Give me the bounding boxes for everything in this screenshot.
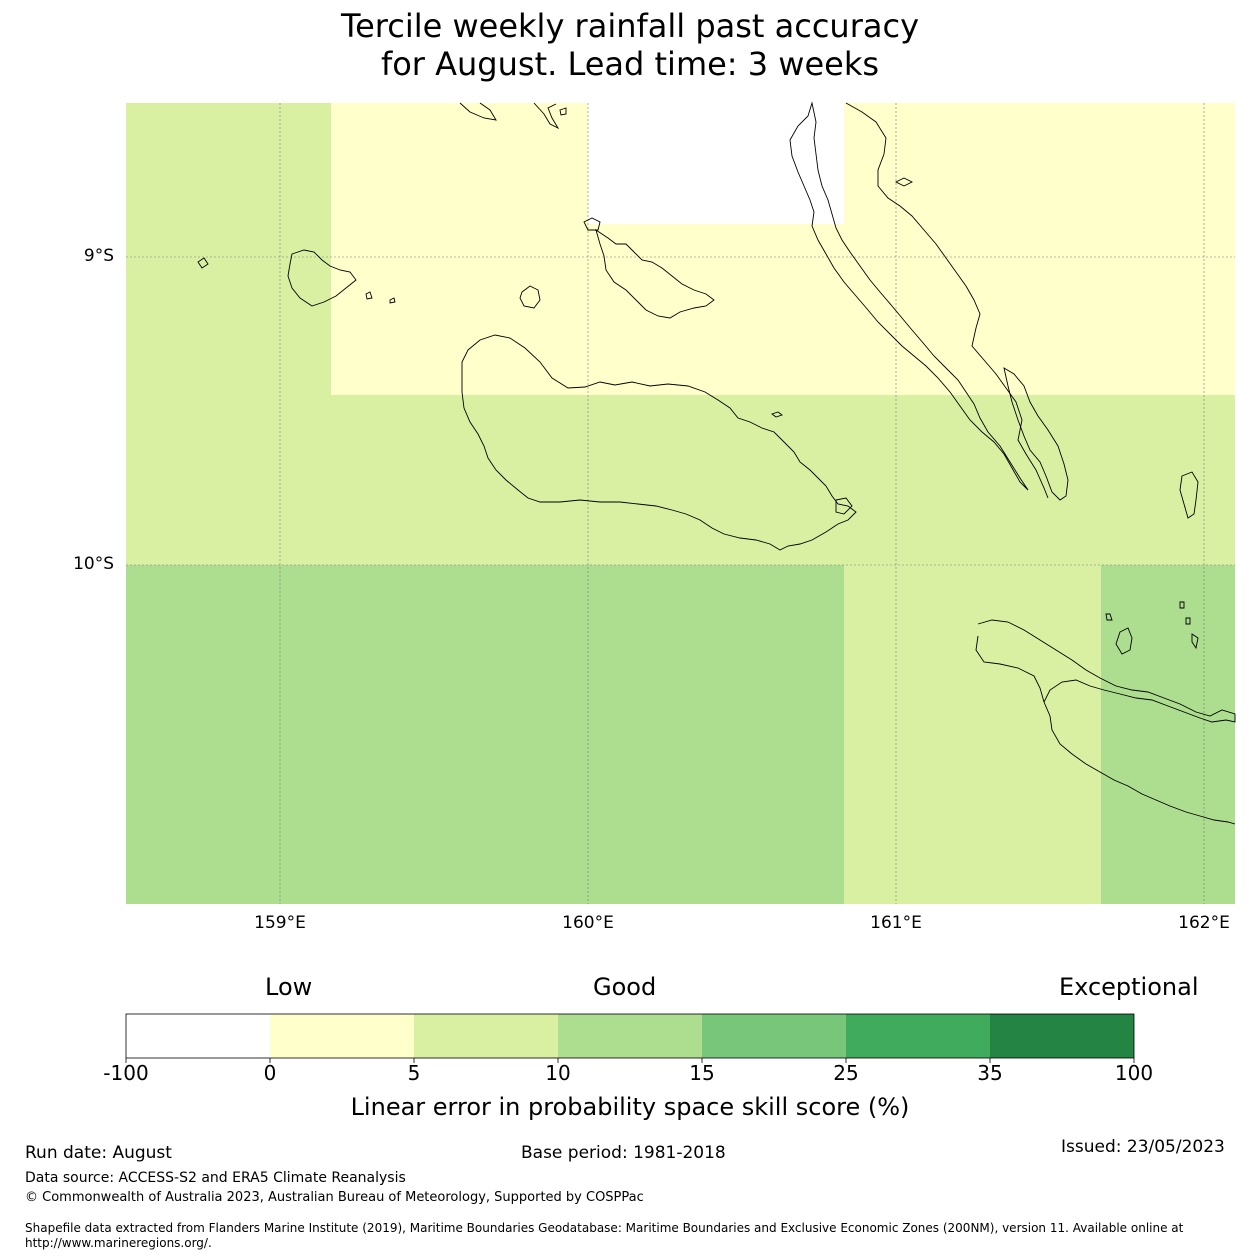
colorbar-frame: [125, 1013, 1135, 1059]
colorbar-word-exceptional: Exceptional: [1059, 973, 1199, 1001]
grid-cell: [126, 395, 1235, 565]
grid-cell: [844, 103, 1235, 395]
colorbar-tick-label: -100: [103, 1061, 149, 1085]
grid-cell: [588, 103, 844, 224]
islet-coastline: [1185, 617, 1191, 625]
islet-coastline: [1191, 633, 1199, 650]
map-title-line1: Tercile weekly rainfall past accuracy: [340, 7, 919, 45]
new-georgia-coastline: [459, 102, 497, 121]
islet-coastline: [389, 297, 396, 304]
colorbar-tick-label: 35: [977, 1061, 1003, 1085]
shapefile-credit-line2: http://www.marineregions.org/.: [25, 1236, 212, 1250]
copyright-notice: © Commonwealth of Australia 2023, Austra…: [25, 1190, 644, 1205]
colorbar-tick-label: 25: [833, 1061, 859, 1085]
islet-coastline: [197, 257, 209, 269]
skill-grid: [126, 103, 1235, 904]
colorbar-segment: [846, 1014, 990, 1058]
shapefile-credit-line1: Shapefile data extracted from Flanders M…: [25, 1221, 1184, 1235]
makira-coastline: [975, 619, 1236, 825]
grid-cell: [588, 224, 844, 395]
lon-label-162e: 162°E: [1178, 913, 1230, 933]
lon-label-160e: 160°E: [562, 913, 614, 933]
colorbar-word-low: Low: [265, 973, 313, 1001]
islet-coastline: [1115, 627, 1133, 655]
run-date: Run date: August: [25, 1143, 172, 1163]
savo-island-coastline: [519, 285, 541, 309]
islet-coastline: [1179, 601, 1185, 609]
guadalcanal-coastline: [461, 334, 857, 551]
colorbar-segment: [414, 1014, 558, 1058]
graticule: [126, 103, 1235, 904]
malaita-coastline: [789, 101, 1029, 491]
islet-coastline: [583, 217, 601, 231]
lon-label-161e: 161°E: [870, 913, 922, 933]
colorbar-segment: [990, 1014, 1134, 1058]
map-title-line2: for August. Lead time: 3 weeks: [380, 45, 880, 83]
colorbar-tick-label: 15: [689, 1061, 715, 1085]
colorbar-segment: [270, 1014, 414, 1058]
colorbar-segment: [702, 1014, 846, 1058]
lat-label-10s: 10°S: [73, 554, 114, 574]
florida-islands-coastline: [595, 228, 715, 319]
colorbar-tick-marks: [125, 1058, 1135, 1063]
colorbar-tick-label: 10: [545, 1061, 571, 1085]
grid-cell: [1101, 565, 1235, 904]
new-georgia-coastline: [533, 102, 560, 130]
grid-cell: [126, 565, 844, 904]
islet-coastline: [835, 497, 853, 515]
colorbar-segment: [126, 1014, 270, 1058]
base-period: Base period: 1981-2018: [521, 1143, 726, 1163]
grid-cell: [331, 103, 588, 395]
grid-cell: [126, 103, 331, 395]
lon-label-159e: 159°E: [254, 913, 306, 933]
coastlines: [197, 101, 1236, 825]
small-malaita-coastline: [1003, 367, 1069, 501]
colorbar-tick-label: 5: [407, 1061, 421, 1085]
colorbar-word-good: Good: [593, 973, 657, 1001]
islet-coastline: [771, 411, 783, 418]
islet-coastline: [559, 107, 567, 116]
data-source: Data source: ACCESS-S2 and ERA5 Climate …: [25, 1170, 406, 1186]
islet-coastline: [894, 177, 914, 187]
ulawa-coastline: [1179, 471, 1199, 519]
issued-date: Issued: 23/05/2023: [1061, 1137, 1225, 1157]
grid-cell: [844, 565, 1101, 904]
colorbar-tick-label: 0: [263, 1061, 277, 1085]
colorbar: [125, 1013, 1135, 1063]
islet-coastline: [1105, 613, 1113, 621]
colorbar-label: Linear error in probability space skill …: [350, 1093, 910, 1121]
russell-islands-coastline: [287, 249, 357, 307]
islet-coastline: [365, 291, 373, 300]
lat-label-9s: 9°S: [83, 246, 114, 266]
colorbar-segment: [558, 1014, 702, 1058]
colorbar-tick-label: 100: [1114, 1061, 1154, 1085]
